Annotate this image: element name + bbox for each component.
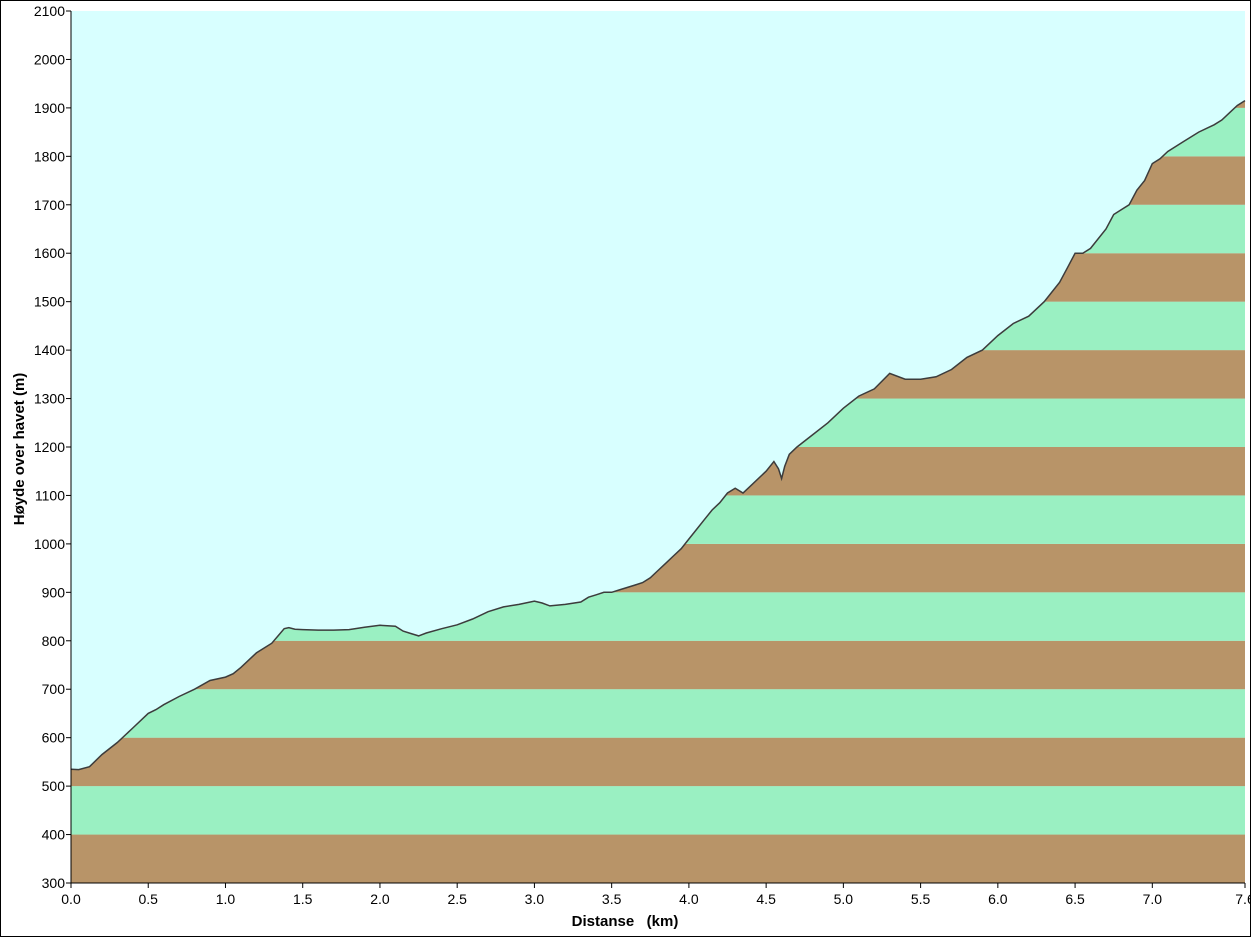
x-tick-label: 5.5 <box>911 891 931 907</box>
x-axis-title: Distanse (km) <box>572 913 679 930</box>
x-tick-label: 6.0 <box>988 891 1008 907</box>
y-tick-label: 600 <box>42 730 66 746</box>
elevation-profile-line <box>70 99 1246 771</box>
x-tick-label: 3.5 <box>602 891 622 907</box>
x-tick-label: 4.5 <box>756 891 776 907</box>
y-tick-label: 1700 <box>34 197 65 213</box>
sky-area <box>71 11 1245 770</box>
y-axis-title: Høyde over havet (m) <box>11 373 28 526</box>
x-tick-label: 3.0 <box>525 891 545 907</box>
y-tick-label: 900 <box>42 584 66 600</box>
y-tick-label: 500 <box>42 778 66 794</box>
x-tick-label: 0.5 <box>139 891 159 907</box>
y-tick-label: 1400 <box>34 342 65 358</box>
x-tick-label: 6.5 <box>1065 891 1085 907</box>
y-tick-label: 1200 <box>34 439 65 455</box>
x-tick-label: 0.0 <box>61 891 81 907</box>
y-tick-label: 1900 <box>34 100 65 116</box>
x-tick-label: 5.0 <box>834 891 854 907</box>
y-tick-label: 2100 <box>34 3 65 19</box>
elevation-band <box>71 689 1245 738</box>
x-tick-label: 7.6 <box>1235 891 1251 907</box>
x-tick-label: 2.0 <box>370 891 390 907</box>
y-tick-label: 1500 <box>34 294 65 310</box>
y-tick-label: 1000 <box>34 536 65 552</box>
elevation-band <box>71 737 1245 787</box>
y-tick-label: 700 <box>42 681 66 697</box>
elevation-band <box>71 834 1245 883</box>
x-tick-label: 4.0 <box>679 891 699 907</box>
elevation-band <box>71 786 1245 835</box>
x-tick-label: 2.5 <box>447 891 467 907</box>
y-tick-label: 1100 <box>35 487 65 503</box>
y-tick-label: 1600 <box>34 245 65 261</box>
y-tick-label: 300 <box>42 875 66 891</box>
y-axis-ticks: 300 400 500 600 700 800 900 1000 1100 1200 1300 140… <box>34 3 71 891</box>
x-tick-label: 1.0 <box>216 891 236 907</box>
x-axis-ticks: 0.0 0.5 1.0 1.5 2.0 2.5 3.0 3.5 4.0 4.5 5.0 5.5 6.0 6… <box>61 883 1251 907</box>
y-tick-label: 800 <box>42 633 66 649</box>
y-tick-label: 1800 <box>34 148 65 164</box>
y-tick-label: 2000 <box>34 51 65 67</box>
y-tick-label: 1300 <box>34 391 65 407</box>
y-tick-label: 400 <box>42 827 66 843</box>
x-tick-label: 7.0 <box>1143 891 1163 907</box>
x-tick-label: 1.5 <box>293 891 313 907</box>
elevation-band <box>71 640 1245 690</box>
